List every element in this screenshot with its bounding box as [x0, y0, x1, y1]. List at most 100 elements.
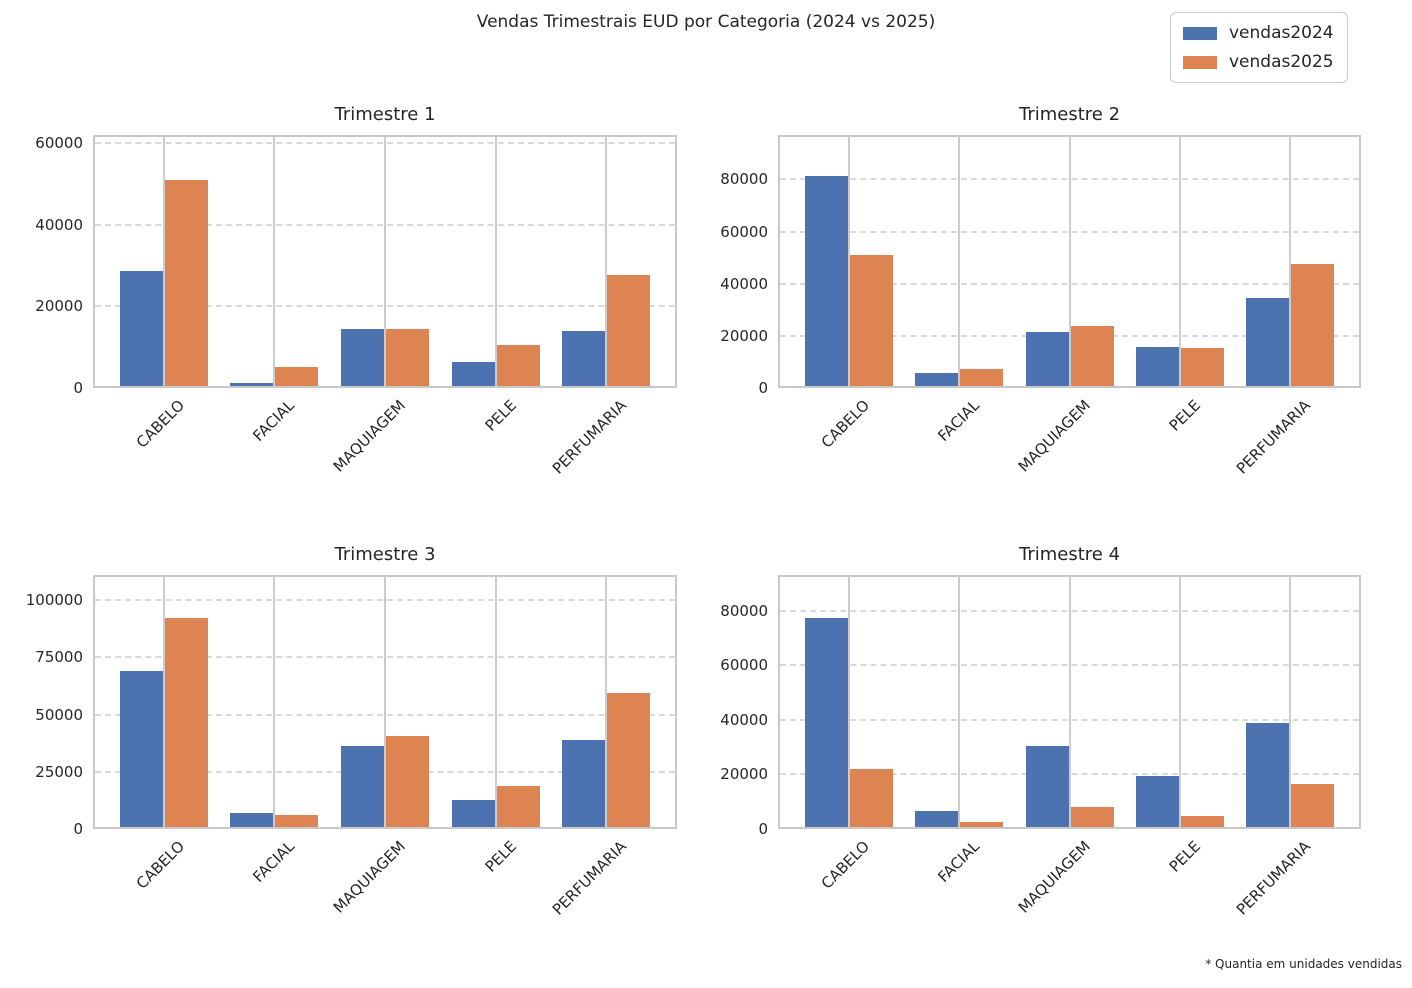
bar-vendas2024-MAQUIAGEM [1026, 332, 1069, 386]
bar-vendas2024-PELE [1136, 347, 1179, 386]
bar-vendas2025-FACIAL [960, 369, 1003, 386]
legend: vendas2024 vendas2025 [1170, 12, 1348, 83]
y-tick-label: 0 [73, 379, 83, 397]
gridline-vertical [1289, 137, 1292, 386]
footnote: * Quantia em unidades vendidas [1205, 957, 1402, 971]
y-tick-label: 25000 [35, 762, 83, 781]
bar-vendas2025-PELE [497, 786, 540, 827]
legend-item-vendas2025: vendas2025 [1183, 52, 1335, 72]
bar-vendas2024-PELE [452, 800, 495, 827]
gridline-vertical [384, 577, 386, 827]
y-tick-label: 80000 [720, 601, 768, 620]
x-tick-label: CABELO [132, 837, 188, 893]
y-tick-label: 0 [758, 820, 768, 838]
bar-vendas2025-MAQUIAGEM [386, 329, 429, 386]
legend-label-vendas2024: vendas2024 [1229, 23, 1334, 43]
bar-vendas2025-PERFUMARIA [1291, 784, 1334, 827]
bar-vendas2025-FACIAL [275, 367, 318, 386]
x-tick-label: PELE [481, 396, 520, 435]
bar-vendas2024-CABELO [805, 176, 848, 386]
bar-vendas2024-MAQUIAGEM [341, 746, 384, 827]
gridline-vertical [958, 137, 961, 386]
bar-vendas2024-PERFUMARIA [562, 740, 605, 827]
y-tick-label: 20000 [720, 326, 768, 345]
bar-vendas2024-PERFUMARIA [562, 331, 605, 386]
figure-title: Vendas Trimestrais EUD por Categoria (20… [476, 12, 936, 32]
bar-vendas2024-MAQUIAGEM [1026, 746, 1069, 827]
subplot-title: Trimestre 3 [334, 544, 436, 565]
bar-vendas2025-CABELO [165, 180, 208, 386]
gridline-vertical [847, 137, 850, 386]
bar-vendas2025-PELE [497, 345, 540, 386]
y-tick-label: 80000 [720, 170, 768, 189]
x-tick-label: FACIAL [934, 396, 984, 445]
subplot-title: Trimestre 2 [1018, 104, 1121, 125]
bar-vendas2024-PERFUMARIA [1246, 298, 1289, 386]
x-tick-label: CABELO [817, 396, 873, 452]
y-tick-label: 60000 [720, 656, 768, 675]
x-tick-label: FACIAL [249, 837, 299, 886]
bar-vendas2025-CABELO [850, 255, 893, 386]
bar-vendas2024-FACIAL [915, 373, 958, 386]
x-tick-label: MAQUIAGEM [1014, 837, 1094, 917]
gridline-vertical [1178, 137, 1181, 386]
y-tick-label: 20000 [35, 297, 83, 316]
bar-vendas2024-FACIAL [230, 813, 273, 827]
y-tick-label: 40000 [720, 710, 768, 729]
x-tick-label: FACIAL [249, 396, 299, 445]
y-tick-label: 75000 [35, 648, 83, 667]
gridline-vertical [1068, 577, 1071, 827]
bar-vendas2024-PELE [1136, 776, 1179, 827]
legend-swatch-vendas2024 [1183, 26, 1217, 40]
x-tick-label: CABELO [132, 396, 188, 452]
x-tick-label: PELE [1165, 837, 1204, 876]
gridline-vertical [273, 577, 276, 827]
bar-vendas2025-PERFUMARIA [1291, 264, 1334, 386]
bar-vendas2025-CABELO [850, 769, 893, 827]
gridline-vertical [847, 577, 850, 827]
subplot-title: Trimestre 4 [1018, 544, 1121, 565]
x-tick-label: PERFUMARIA [1233, 396, 1315, 478]
y-tick-label: 60000 [720, 222, 768, 241]
bar-vendas2025-MAQUIAGEM [1071, 326, 1114, 386]
y-tick-label: 40000 [35, 215, 83, 234]
bar-vendas2024-FACIAL [915, 811, 958, 827]
legend-item-vendas2024: vendas2024 [1183, 23, 1335, 43]
gridline-vertical [605, 577, 608, 827]
bar-vendas2024-MAQUIAGEM [341, 329, 384, 386]
x-tick-label: PELE [481, 837, 520, 876]
legend-label-vendas2025: vendas2025 [1229, 52, 1334, 72]
y-tick-label: 50000 [35, 705, 83, 724]
bar-vendas2024-CABELO [120, 271, 163, 386]
gridline-vertical [1068, 137, 1071, 386]
bar-vendas2024-PERFUMARIA [1246, 723, 1289, 827]
subplot-title: Trimestre 1 [334, 104, 436, 125]
gridline-vertical [162, 577, 165, 827]
gridline-vertical [1178, 577, 1181, 827]
gridline-vertical [494, 577, 497, 827]
gridline-vertical [605, 137, 608, 386]
bar-vendas2024-PELE [452, 362, 495, 386]
x-tick-label: PERFUMARIA [1233, 837, 1315, 919]
legend-swatch-vendas2025 [1183, 55, 1217, 69]
gridline-vertical [494, 137, 497, 386]
bar-vendas2024-CABELO [805, 618, 848, 827]
gridline-vertical [162, 137, 165, 386]
y-tick-label: 0 [758, 379, 768, 397]
gridline-vertical [273, 137, 276, 386]
x-tick-label: MAQUIAGEM [1014, 396, 1094, 476]
gridline-vertical [1289, 577, 1292, 827]
gridline-vertical [384, 137, 386, 386]
x-tick-label: PERFUMARIA [548, 837, 631, 919]
bar-vendas2025-PERFUMARIA [607, 693, 650, 827]
bar-vendas2025-PELE [1181, 348, 1224, 386]
gridline-vertical [958, 577, 961, 827]
bar-vendas2025-FACIAL [960, 822, 1003, 827]
x-tick-label: MAQUIAGEM [329, 396, 410, 476]
bar-vendas2024-FACIAL [230, 383, 273, 386]
y-tick-label: 60000 [35, 134, 83, 153]
bar-vendas2025-CABELO [165, 618, 208, 827]
x-tick-label: FACIAL [934, 837, 984, 886]
x-tick-label: PERFUMARIA [548, 396, 631, 478]
